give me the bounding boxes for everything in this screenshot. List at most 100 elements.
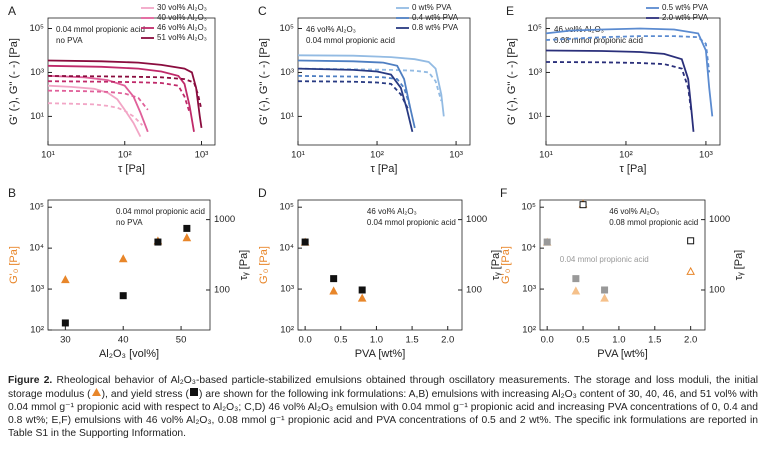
- annotation: 0.04 mmol propionic acid: [560, 255, 649, 264]
- y-axis-label: G'₀ [Pa]: [500, 246, 512, 284]
- y-tick-label: 10¹: [528, 111, 542, 122]
- yield-stress-marker: [183, 224, 191, 232]
- x-tick-label: 10³: [195, 150, 209, 161]
- storage-modulus-marker: [182, 233, 192, 242]
- y2-axis-label: τᵧ [Pa]: [733, 250, 745, 281]
- y-tick-label: 10⁵: [521, 202, 536, 213]
- panel-letter: E: [506, 4, 514, 18]
- annotation: 0.08 mmol propionic acid: [609, 218, 698, 227]
- annotation: 46 vol% Al₂O₃: [367, 207, 417, 216]
- annotation: 46 vol% Al₂O₃: [306, 25, 356, 34]
- storage-modulus-line: [545, 27, 714, 117]
- x-tick-label: 10²: [118, 150, 132, 161]
- caption-text: Rheological behavior of Al₂O₃-based part…: [8, 375, 758, 400]
- yield-stress-marker: [579, 201, 587, 209]
- x-tick-label: 30: [60, 335, 71, 346]
- panel-letter: A: [8, 4, 16, 18]
- loss-modulus-line: [297, 80, 410, 111]
- x-tick-label: 0.5: [576, 335, 589, 346]
- panel-letter: F: [500, 186, 507, 200]
- caption: Figure 2. Rheological behavior of Al₂O₃-…: [8, 374, 758, 440]
- plot-frame: [297, 199, 463, 331]
- x-tick-label: 0.5: [334, 335, 347, 346]
- annotation: 0.08 mmol propionic acid: [554, 36, 643, 45]
- legend-label: 0.4 wt% PVA: [412, 13, 459, 22]
- x-tick-label: 10¹: [291, 150, 305, 161]
- x-tick-label: 10²: [370, 150, 384, 161]
- y-tick-label: 10⁴: [521, 243, 536, 254]
- x-axis-label: Al₂O₃ [vol%]: [99, 348, 159, 360]
- x-tick-label: 2.0: [441, 335, 454, 346]
- x-tick-label: 50: [176, 335, 187, 346]
- x-axis-label: PVA [wt%]: [597, 348, 648, 360]
- legend-label: 2.0 wt% PVA: [662, 13, 709, 22]
- loss-modulus-line: [297, 67, 443, 102]
- yield-stress-marker: [119, 292, 127, 300]
- x-tick-label: 0.0: [299, 335, 312, 346]
- legend-label: 46 vol% Al₂O₃: [157, 23, 207, 32]
- x-tick-label: 10³: [449, 150, 463, 161]
- y2-axis-label: τᵧ [Pa]: [490, 250, 502, 281]
- y2-tick-label: 100: [214, 285, 230, 296]
- legend-label: 0 wt% PVA: [412, 3, 452, 12]
- y2-axis-label: τᵧ [Pa]: [238, 250, 250, 281]
- loss-modulus-line: [545, 61, 692, 110]
- plot-frame: [47, 199, 211, 331]
- x-tick-label: 0.0: [541, 335, 554, 346]
- storage-modulus-marker: [329, 286, 338, 295]
- storage-modulus-marker: [686, 266, 695, 275]
- y-axis-label: G' (-), G'' (- -) [Pa]: [258, 38, 270, 125]
- loss-modulus-line: [297, 75, 411, 107]
- panel-letter: C: [258, 4, 267, 18]
- y-tick-label: 10⁴: [29, 243, 44, 254]
- panel-letter: B: [8, 186, 16, 200]
- x-tick-label: 1.5: [405, 335, 418, 346]
- x-tick-label: 1.0: [370, 335, 383, 346]
- plot-frame: [545, 17, 721, 146]
- storage-modulus-line: [47, 64, 195, 132]
- y-tick-label: 10¹: [280, 111, 294, 122]
- annotation: 0.04 mmol propionic acid: [367, 218, 456, 227]
- x-axis-label: τ [Pa]: [620, 163, 647, 175]
- annotation: 0.04 mmol propionic acid: [116, 207, 205, 216]
- storage-modulus-marker: [118, 254, 128, 263]
- panel-letter: D: [258, 186, 267, 200]
- x-tick-label: 40: [118, 335, 129, 346]
- storage-modulus-marker: [600, 293, 609, 302]
- yield-stress-marker: [572, 275, 580, 283]
- legend-label: 0.8 wt% PVA: [412, 23, 459, 32]
- yield-stress-marker: [61, 319, 69, 327]
- yield-stress-marker: [543, 238, 551, 246]
- y-tick-label: 10⁵: [29, 202, 44, 213]
- caption-text: ) are shown for the following ink formul…: [8, 389, 758, 439]
- x-tick-label: 10¹: [41, 150, 55, 161]
- legend-label: 51 vol% Al₂O₃: [157, 33, 207, 42]
- storage-modulus-line: [47, 84, 142, 138]
- y-tick-label: 10²: [30, 325, 44, 336]
- caption-text: ), and yield stress (: [101, 389, 189, 400]
- yield-stress-marker: [687, 237, 695, 245]
- storage-modulus-marker: [61, 275, 70, 284]
- y2-tick-label: 1000: [214, 214, 235, 225]
- annotation: 0.04 mmol propionic acid: [306, 36, 395, 45]
- storage-modulus-line: [297, 67, 414, 133]
- legend-label: 0.5 wt% PVA: [662, 3, 709, 12]
- x-tick-label: 1.5: [648, 335, 661, 346]
- loss-modulus-line: [47, 80, 191, 113]
- annotation: 46 vol% Al₂O₃: [609, 207, 659, 216]
- x-tick-label: 1.0: [612, 335, 625, 346]
- y-tick-label: 10⁵: [527, 23, 542, 34]
- yield-stress-marker: [154, 238, 162, 246]
- annotation: 0.04 mmol propionic acid: [56, 25, 145, 34]
- y-tick-label: 10³: [280, 67, 294, 78]
- loss-modulus-line: [47, 102, 144, 126]
- y2-tick-label: 100: [466, 285, 482, 296]
- legend-label: 40 vol% Al₂O₃: [157, 13, 207, 22]
- y-tick-label: 10²: [522, 325, 536, 336]
- y-tick-label: 10⁴: [279, 243, 294, 254]
- y-tick-label: 10⁵: [279, 23, 294, 34]
- x-axis-label: τ [Pa]: [118, 163, 145, 175]
- triangle-icon: [91, 388, 101, 396]
- yield-stress-marker: [330, 275, 338, 283]
- y2-tick-label: 1000: [466, 214, 487, 225]
